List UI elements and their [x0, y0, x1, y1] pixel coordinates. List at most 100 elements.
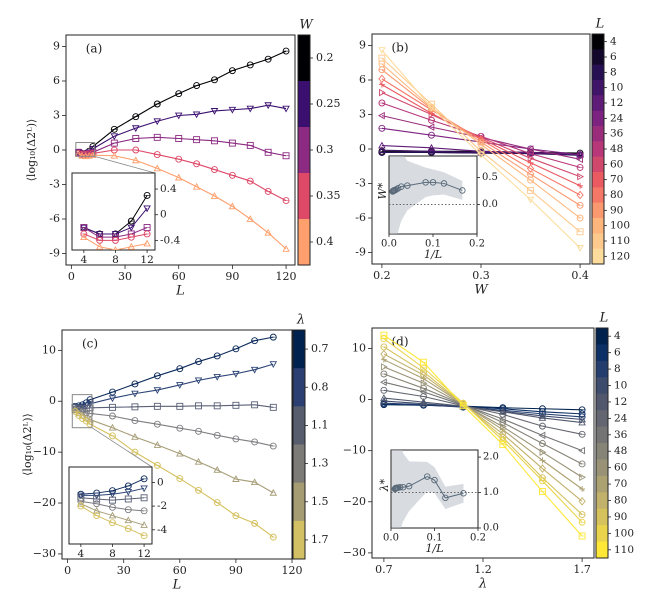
data-point: [193, 160, 201, 168]
marker-triangle-up: [143, 239, 151, 247]
marker-triangle-right: [577, 172, 585, 181]
colorbar-segment: [592, 34, 604, 50]
data-point: [282, 152, 290, 160]
data-point: [380, 343, 388, 351]
data-point: [380, 386, 388, 394]
series-line: [383, 381, 583, 452]
colorbar-tick-label: 60: [610, 158, 623, 170]
data-point: [282, 105, 290, 113]
series-W-0-35: [75, 146, 290, 205]
series-line: [383, 373, 583, 465]
inset-x-tick-label: 12: [137, 548, 150, 560]
marker-triangle-down: [210, 108, 219, 115]
data-point: [431, 476, 438, 484]
marker-triangle-up: [269, 488, 278, 496]
data-point: [527, 186, 534, 194]
colorbar-tick-label: 10: [614, 380, 627, 392]
data-point: [153, 402, 161, 410]
data-point: [419, 399, 428, 407]
data-point: [378, 146, 386, 154]
data-point: [176, 424, 184, 432]
marker-triangle-up: [378, 141, 386, 149]
colorbar-segment: [596, 328, 608, 345]
x-axis-label: λ: [478, 577, 487, 592]
colorbar-tick-label: 36: [610, 128, 624, 140]
colorbar-tick-label: 0.7: [311, 342, 329, 355]
colorbar-segment: [596, 393, 608, 411]
inset: 0.0 0.1 0.2 0.5 0.0 1/L W*: [376, 155, 498, 261]
data-point: [131, 390, 139, 398]
x-tick-label: 90: [229, 564, 243, 577]
colorbar-tick-label: 120: [610, 250, 630, 262]
x-tick-label: 1.2: [474, 563, 492, 576]
data-point: [526, 148, 535, 156]
data-point: [153, 387, 162, 394]
data-point: [427, 143, 436, 151]
colorbar-frame: [595, 327, 609, 559]
y-tick-label: -9: [355, 246, 366, 259]
data-point: [213, 466, 221, 473]
data-point: [127, 242, 136, 250]
data-point: [110, 139, 118, 147]
y-tick-label: 0: [49, 394, 56, 407]
inset-x-tick-label: 0.2: [469, 239, 485, 250]
colorbar-tick-label: 1.1: [311, 418, 329, 431]
colorbar-tick-label: 6: [610, 51, 617, 63]
data-point: [211, 76, 218, 84]
marker-diamond: [380, 349, 388, 359]
data-point: [499, 436, 507, 444]
colorbar: 4 6 8 10 12 24 36 48 60 70 80 90 100 110 L: [595, 311, 634, 559]
data-point: [428, 116, 435, 124]
data-point: [175, 90, 183, 98]
colorbar-title: W: [299, 18, 314, 33]
data-point: [108, 511, 117, 519]
data-point: [269, 488, 278, 496]
data-point: [526, 164, 535, 173]
colorbar-segment: [592, 126, 604, 142]
data-point: [282, 47, 290, 55]
marker-triangle-down: [378, 47, 386, 55]
colorbar-segment: [596, 344, 608, 362]
colorbar-tick-label: 10: [610, 82, 623, 94]
colorbar-tick-label: 6: [614, 347, 621, 359]
colorbar-segment: [298, 81, 310, 128]
colorbar-tick-label: 100: [610, 220, 630, 232]
y-tick-label: -6: [355, 211, 366, 224]
marker-triangle-up: [578, 415, 586, 423]
series-line: [383, 346, 583, 515]
data-point: [576, 155, 583, 164]
colorbar: 0.2 0.25 0.3 0.35 0.4 W: [297, 18, 341, 266]
colorbar-tick-label: 24: [614, 412, 628, 424]
data-point: [108, 395, 117, 403]
data-point: [377, 111, 385, 120]
inset-y-label: λ*: [378, 478, 391, 492]
data-point: [246, 215, 255, 222]
series-line: [78, 104, 287, 154]
marker-triangle-up: [228, 202, 237, 210]
colorbar-tick-label: 4: [614, 330, 621, 342]
data-point: [174, 173, 183, 181]
data-point: [92, 506, 101, 514]
inset-series: [389, 156, 477, 234]
x-tick-label: 0.7: [375, 563, 393, 576]
marker-triangle-down: [232, 370, 240, 378]
data-point: [477, 151, 485, 159]
data-point: [527, 176, 534, 184]
colorbar-tick-label: 90: [610, 204, 623, 216]
y-tick-label: 3: [53, 109, 60, 122]
inset-x-tick-label: 0.1: [425, 239, 441, 250]
marker-triangle-up: [578, 418, 586, 426]
data-point: [380, 349, 388, 359]
data-point: [110, 133, 119, 141]
marker-triangle-down: [427, 104, 436, 112]
inset-x-tick-label: 0.2: [470, 533, 486, 544]
data-point: [153, 461, 161, 469]
colorbar-title: L: [595, 17, 605, 32]
data-point: [459, 402, 467, 410]
y-tick-label: 10: [352, 341, 366, 354]
series---1-7: [71, 407, 277, 541]
marker-triangle-down: [576, 245, 584, 252]
marker-triangle-up: [131, 432, 139, 440]
colorbar-segment: [596, 360, 608, 378]
data-point: [232, 512, 240, 520]
